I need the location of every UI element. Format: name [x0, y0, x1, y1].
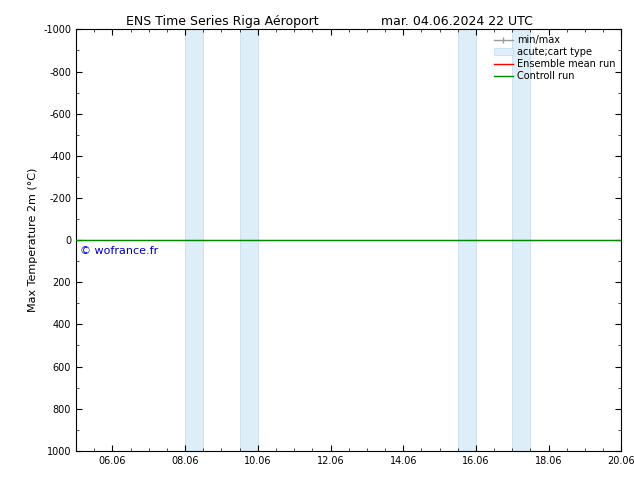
- Y-axis label: Max Temperature 2m (°C): Max Temperature 2m (°C): [28, 168, 37, 312]
- Text: mar. 04.06.2024 22 UTC: mar. 04.06.2024 22 UTC: [380, 15, 533, 28]
- Bar: [185, 29, 204, 451]
- Text: © wofrance.fr: © wofrance.fr: [80, 246, 158, 256]
- Bar: [458, 29, 476, 451]
- Legend: min/max, acute;cart type, Ensemble mean run, Controll run: min/max, acute;cart type, Ensemble mean …: [489, 31, 619, 85]
- Text: ENS Time Series Riga Aéroport: ENS Time Series Riga Aéroport: [126, 15, 318, 28]
- Bar: [240, 29, 258, 451]
- Bar: [512, 29, 531, 451]
